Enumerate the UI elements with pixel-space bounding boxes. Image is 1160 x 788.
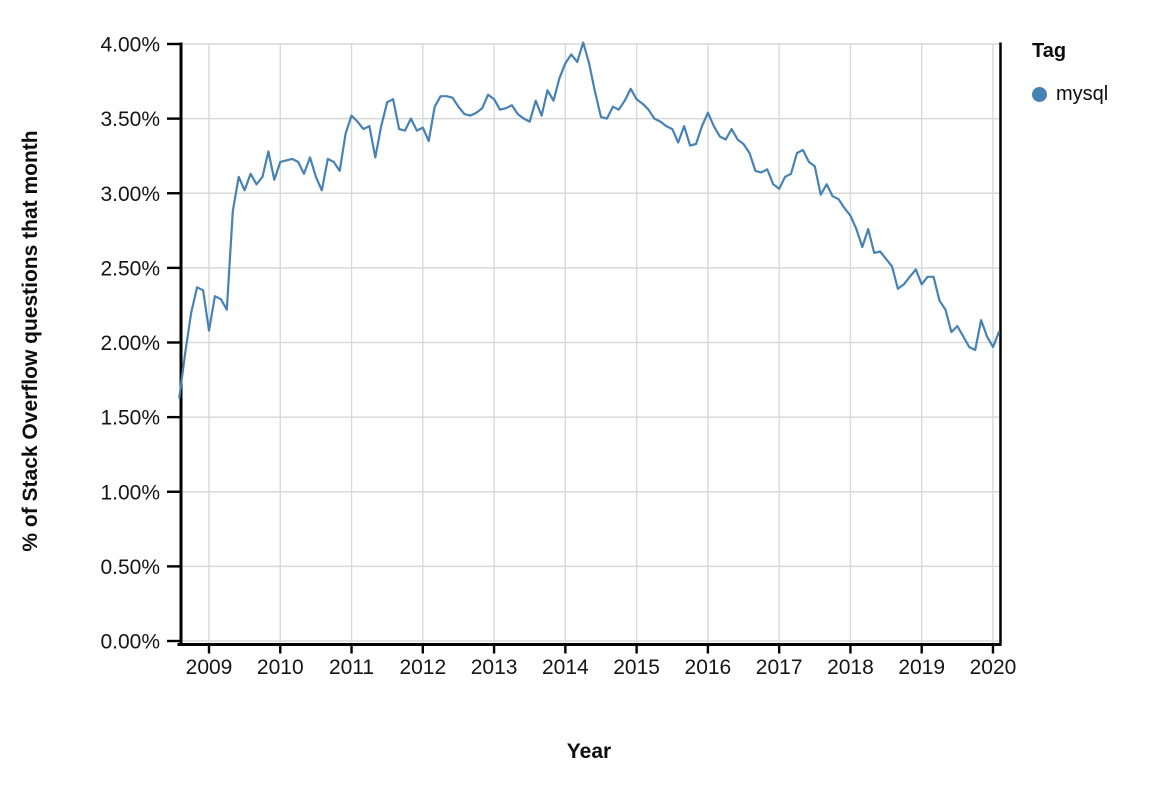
y-tick-label: 3.00% <box>100 183 160 206</box>
legend: Tag mysql <box>1032 40 1108 106</box>
x-tick-label: 2020 <box>970 656 1017 679</box>
y-tick-label: 2.50% <box>100 257 160 280</box>
y-tick-label: 0.00% <box>100 631 160 654</box>
x-tick-label: 2015 <box>613 656 660 679</box>
y-tick-label: 2.00% <box>100 332 160 355</box>
series-line-mysql[interactable] <box>178 41 1001 399</box>
x-axis-title: Year <box>566 740 612 763</box>
y-axis-title: % of Stack Overflow questions that month <box>19 130 42 552</box>
axes <box>177 42 1002 646</box>
x-tick-label: 2012 <box>399 656 446 679</box>
legend-item-mysql: mysql <box>1032 83 1108 106</box>
x-tick-label: 2009 <box>186 656 233 679</box>
y-tick-label: 1.50% <box>100 407 160 430</box>
y-tick-label: 1.00% <box>100 481 160 504</box>
y-tick-label: 3.50% <box>100 108 160 131</box>
legend-title: Tag <box>1032 40 1067 62</box>
y-tick-label: 0.50% <box>100 556 160 579</box>
x-tick-label: 2013 <box>471 656 518 679</box>
x-tick-label: 2010 <box>257 656 304 679</box>
legend-dot-icon <box>1032 87 1047 102</box>
x-tick-label: 2018 <box>827 656 874 679</box>
x-tick-label: 2019 <box>898 656 945 679</box>
y-tick-label: 4.00% <box>100 34 160 57</box>
tick-marks: 0.00% 0.50% 1.00% 1.50% 2.00% 2.50% 3.00% 3.50%… <box>100 34 1016 680</box>
x-tick-label: 2011 <box>329 656 374 679</box>
x-tick-label: 2017 <box>756 656 803 679</box>
x-tick-label: 2014 <box>542 656 589 679</box>
legend-item-label: mysql <box>1056 83 1109 105</box>
gridlines <box>181 43 1000 644</box>
x-tick-label: 2016 <box>685 656 732 679</box>
